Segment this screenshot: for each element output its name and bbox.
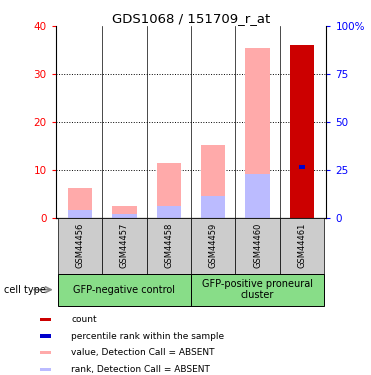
Bar: [112, 206, 137, 218]
Bar: [40, 334, 51, 338]
Bar: [40, 368, 51, 371]
Bar: [58, 217, 102, 274]
Bar: [246, 48, 270, 217]
Text: GSM44461: GSM44461: [298, 223, 306, 268]
Bar: [157, 206, 181, 218]
Bar: [236, 217, 280, 274]
Text: cell type: cell type: [4, 285, 46, 295]
Bar: [147, 217, 191, 274]
Bar: [102, 217, 147, 274]
Bar: [246, 174, 270, 217]
Bar: [68, 210, 92, 218]
Text: GSM44456: GSM44456: [76, 223, 85, 268]
Bar: [201, 145, 226, 218]
Text: GSM44460: GSM44460: [253, 223, 262, 268]
Bar: [40, 318, 51, 321]
Text: rank, Detection Call = ABSENT: rank, Detection Call = ABSENT: [72, 365, 210, 374]
Text: value, Detection Call = ABSENT: value, Detection Call = ABSENT: [72, 348, 215, 357]
Text: GFP-negative control: GFP-negative control: [73, 285, 175, 295]
Text: GSM44459: GSM44459: [209, 223, 218, 268]
Bar: [191, 217, 236, 274]
Text: GSM44458: GSM44458: [164, 223, 173, 268]
Text: GFP-positive proneural
cluster: GFP-positive proneural cluster: [202, 279, 313, 300]
Bar: [68, 188, 92, 218]
Bar: [58, 274, 191, 306]
Bar: [157, 162, 181, 218]
Text: count: count: [72, 315, 97, 324]
Bar: [40, 351, 51, 354]
Bar: [191, 274, 324, 306]
Bar: [290, 45, 314, 218]
Bar: [201, 196, 226, 217]
Bar: [280, 217, 324, 274]
Text: GSM44457: GSM44457: [120, 223, 129, 268]
Bar: [299, 165, 305, 169]
Title: GDS1068 / 151709_r_at: GDS1068 / 151709_r_at: [112, 12, 270, 25]
Text: percentile rank within the sample: percentile rank within the sample: [72, 332, 224, 340]
Bar: [112, 214, 137, 217]
